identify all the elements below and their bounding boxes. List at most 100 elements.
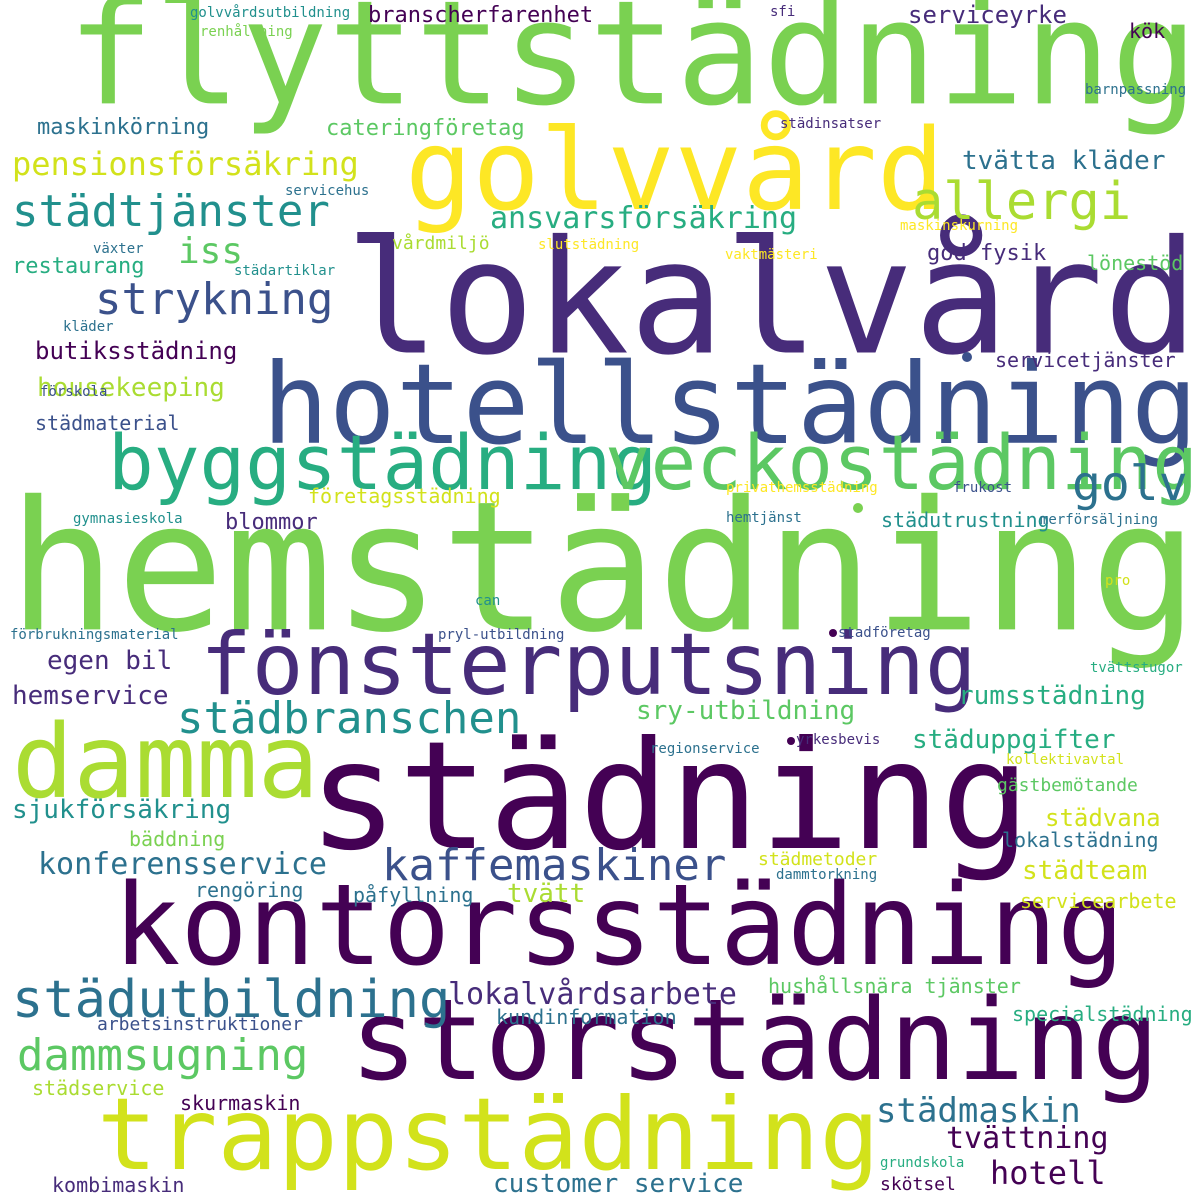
word-pro: pro [1105, 573, 1131, 589]
word-stadbranschen: städbranschen [177, 693, 522, 744]
word-slutstadning: slutstädning [538, 237, 640, 253]
word-iss: iss [178, 231, 244, 272]
word-pensionsforsakring: pensionsförsäkring [12, 145, 359, 183]
word-klader: kläder [63, 319, 114, 335]
word-storstadning: storstädning [350, 976, 1160, 1106]
word-blommor: blommor [225, 510, 318, 535]
word-stadmaterial: städmaterial [35, 411, 180, 435]
word-tvattning: tvättning [946, 1121, 1109, 1156]
word-vaxter: växter [93, 241, 144, 257]
word-allergi: allergi [912, 172, 1132, 232]
word-skotsel: skötsel [880, 1174, 956, 1195]
word-hushallsnara-tjanster: hushållsnära tjänster [768, 974, 1021, 998]
word-housekeeping: housekeeping [37, 373, 225, 403]
word-golvvard: golvvård [405, 106, 945, 236]
word-dot [962, 352, 972, 362]
word-barnpassning: barnpassning [1085, 82, 1187, 98]
word-byggstadning: byggstädning [108, 418, 658, 507]
word-butiksstadning: butiksstädning [35, 337, 238, 365]
word-dot [787, 737, 795, 745]
word-stadartiklar: städartiklar [234, 263, 336, 279]
word-privathemsstadning: privathemsstädning [726, 480, 878, 496]
word-hotell: hotell [990, 1154, 1106, 1192]
word-servicetjanster: servicetjänster [995, 348, 1176, 372]
word-dot [829, 629, 837, 637]
word-forskola: förskola [40, 384, 108, 400]
word-tvatta-klader: tvätta kläder [962, 146, 1166, 176]
word-sry-utbildning: sry-utbildning [636, 696, 856, 726]
word-konferensservice: konferensservice [38, 847, 327, 882]
word-stadning: städning [308, 710, 1031, 884]
word-dot [853, 503, 863, 513]
word-stadutbildning: städutbildning [12, 970, 451, 1030]
word-hemtjanst: hemtjänst [726, 510, 802, 526]
word-kundinformation: kundinformation [496, 1005, 677, 1029]
word-servicearbete: servicearbete [1020, 889, 1177, 913]
word-customer-service: customer service [493, 1169, 744, 1199]
word-stadmetoder: städmetoder [758, 849, 878, 870]
word-cateringforetag: cateringföretag [326, 116, 525, 141]
word-golvvardsutbildning: golvvårdsutbildning [190, 5, 351, 21]
word-ansvarsforsakring: ansvarsförsäkring [490, 201, 798, 236]
word-staduppgifter: städuppgifter [912, 725, 1116, 755]
word-regionservice: regionservice [650, 741, 760, 757]
word-egen-bil: egen bil [47, 646, 173, 676]
word-can: can [475, 593, 501, 609]
word-stadutrustning: städutrustning [881, 508, 1050, 532]
word-lonestod: lönestöd [1087, 251, 1184, 275]
word-hemservice: hemservice [12, 681, 169, 711]
word-kollektivavtal: kollektivavtal [1006, 752, 1125, 768]
word-restaurang: restaurang [12, 254, 145, 279]
word-gymnasieskola: gymnasieskola [73, 511, 183, 527]
word-kaffemaskiner: kaffemaskiner [382, 840, 727, 891]
word-stadteam: städteam [1022, 856, 1148, 886]
word-strykning: strykning [95, 274, 334, 325]
word-kok: kök [1129, 19, 1166, 43]
word-pryl-utbildning: pryl-utbildning [438, 627, 565, 643]
word-gastbemotande: gästbemötande [997, 775, 1138, 796]
word-foretagsstadning: företagsstädning [308, 484, 501, 508]
word-hemstadning: hemstädning [8, 462, 1199, 672]
word-kombimaskin: kombimaskin [52, 1173, 185, 1197]
word-trappstadning: trappstädning [97, 1076, 880, 1193]
word-lokalvardsarbete: lokalvårdsarbete [448, 977, 737, 1012]
word-stadmaskin: städmaskin [876, 1091, 1081, 1131]
word-lokalvard: lokalvård [345, 207, 1199, 391]
word-frukost: frukost [953, 480, 1013, 496]
word-kontorsstadning: kontorsstädning [113, 861, 1125, 991]
word-servicehus: servicehus [285, 183, 370, 199]
word-sjukforsakring: sjukförsäkring [12, 795, 232, 825]
word-fonsterputsning: fönsterputsning [200, 615, 977, 715]
word-skurmaskin: skurmaskin [180, 1091, 301, 1115]
word-specialstadning: specialstädning [1012, 1002, 1193, 1026]
word-stadtjanster: städtjänster [12, 186, 330, 237]
word-forbrukningsmaterial: förbrukningsmaterial [10, 627, 179, 643]
word-lokalstadning: lokalstädning [1002, 828, 1159, 852]
word-dammsugning: dammsugning [17, 1030, 309, 1081]
word-vaktmasteri: vaktmästeri [725, 247, 818, 263]
word-rumsstadning: rumsstädning [958, 681, 1146, 711]
word-vardmiljo: vårdmiljö [392, 233, 490, 254]
word-sfi: sfi [770, 4, 796, 20]
word-stadinsatser: städinsatser [780, 116, 882, 132]
word-serviceyrke: serviceyrke [908, 1, 1067, 29]
word-tvattstugor: tvättstugor [1090, 660, 1183, 676]
word-pafyllning: påfyllning [353, 883, 474, 907]
word-stadforetag: stadföretag [838, 625, 931, 641]
word-stadservice: städservice [32, 1076, 165, 1100]
word-renhallning: renhållning [200, 24, 293, 40]
word-maskinskurning: maskinskurning [900, 218, 1019, 234]
word-maskinkorning: maskinkörning [37, 115, 210, 140]
word-merforsaljning: merförsäljning [1040, 512, 1159, 528]
word-grundskola: grundskola [880, 1155, 965, 1171]
word-damma: damma [12, 703, 320, 822]
word-veckostadning: veckostädning [605, 418, 1198, 507]
word-baddning: bäddning [129, 827, 226, 851]
word-hotellstadning: hotellstädning [262, 341, 1199, 470]
word-rengoring: rengöring [195, 878, 304, 902]
word-yrkesbevis: yrkesbevis [796, 732, 881, 748]
word-dammtorkning: dammtorkning [776, 867, 878, 883]
word-stadvana: städvana [1045, 804, 1161, 832]
word-golv: golv [1072, 456, 1188, 512]
